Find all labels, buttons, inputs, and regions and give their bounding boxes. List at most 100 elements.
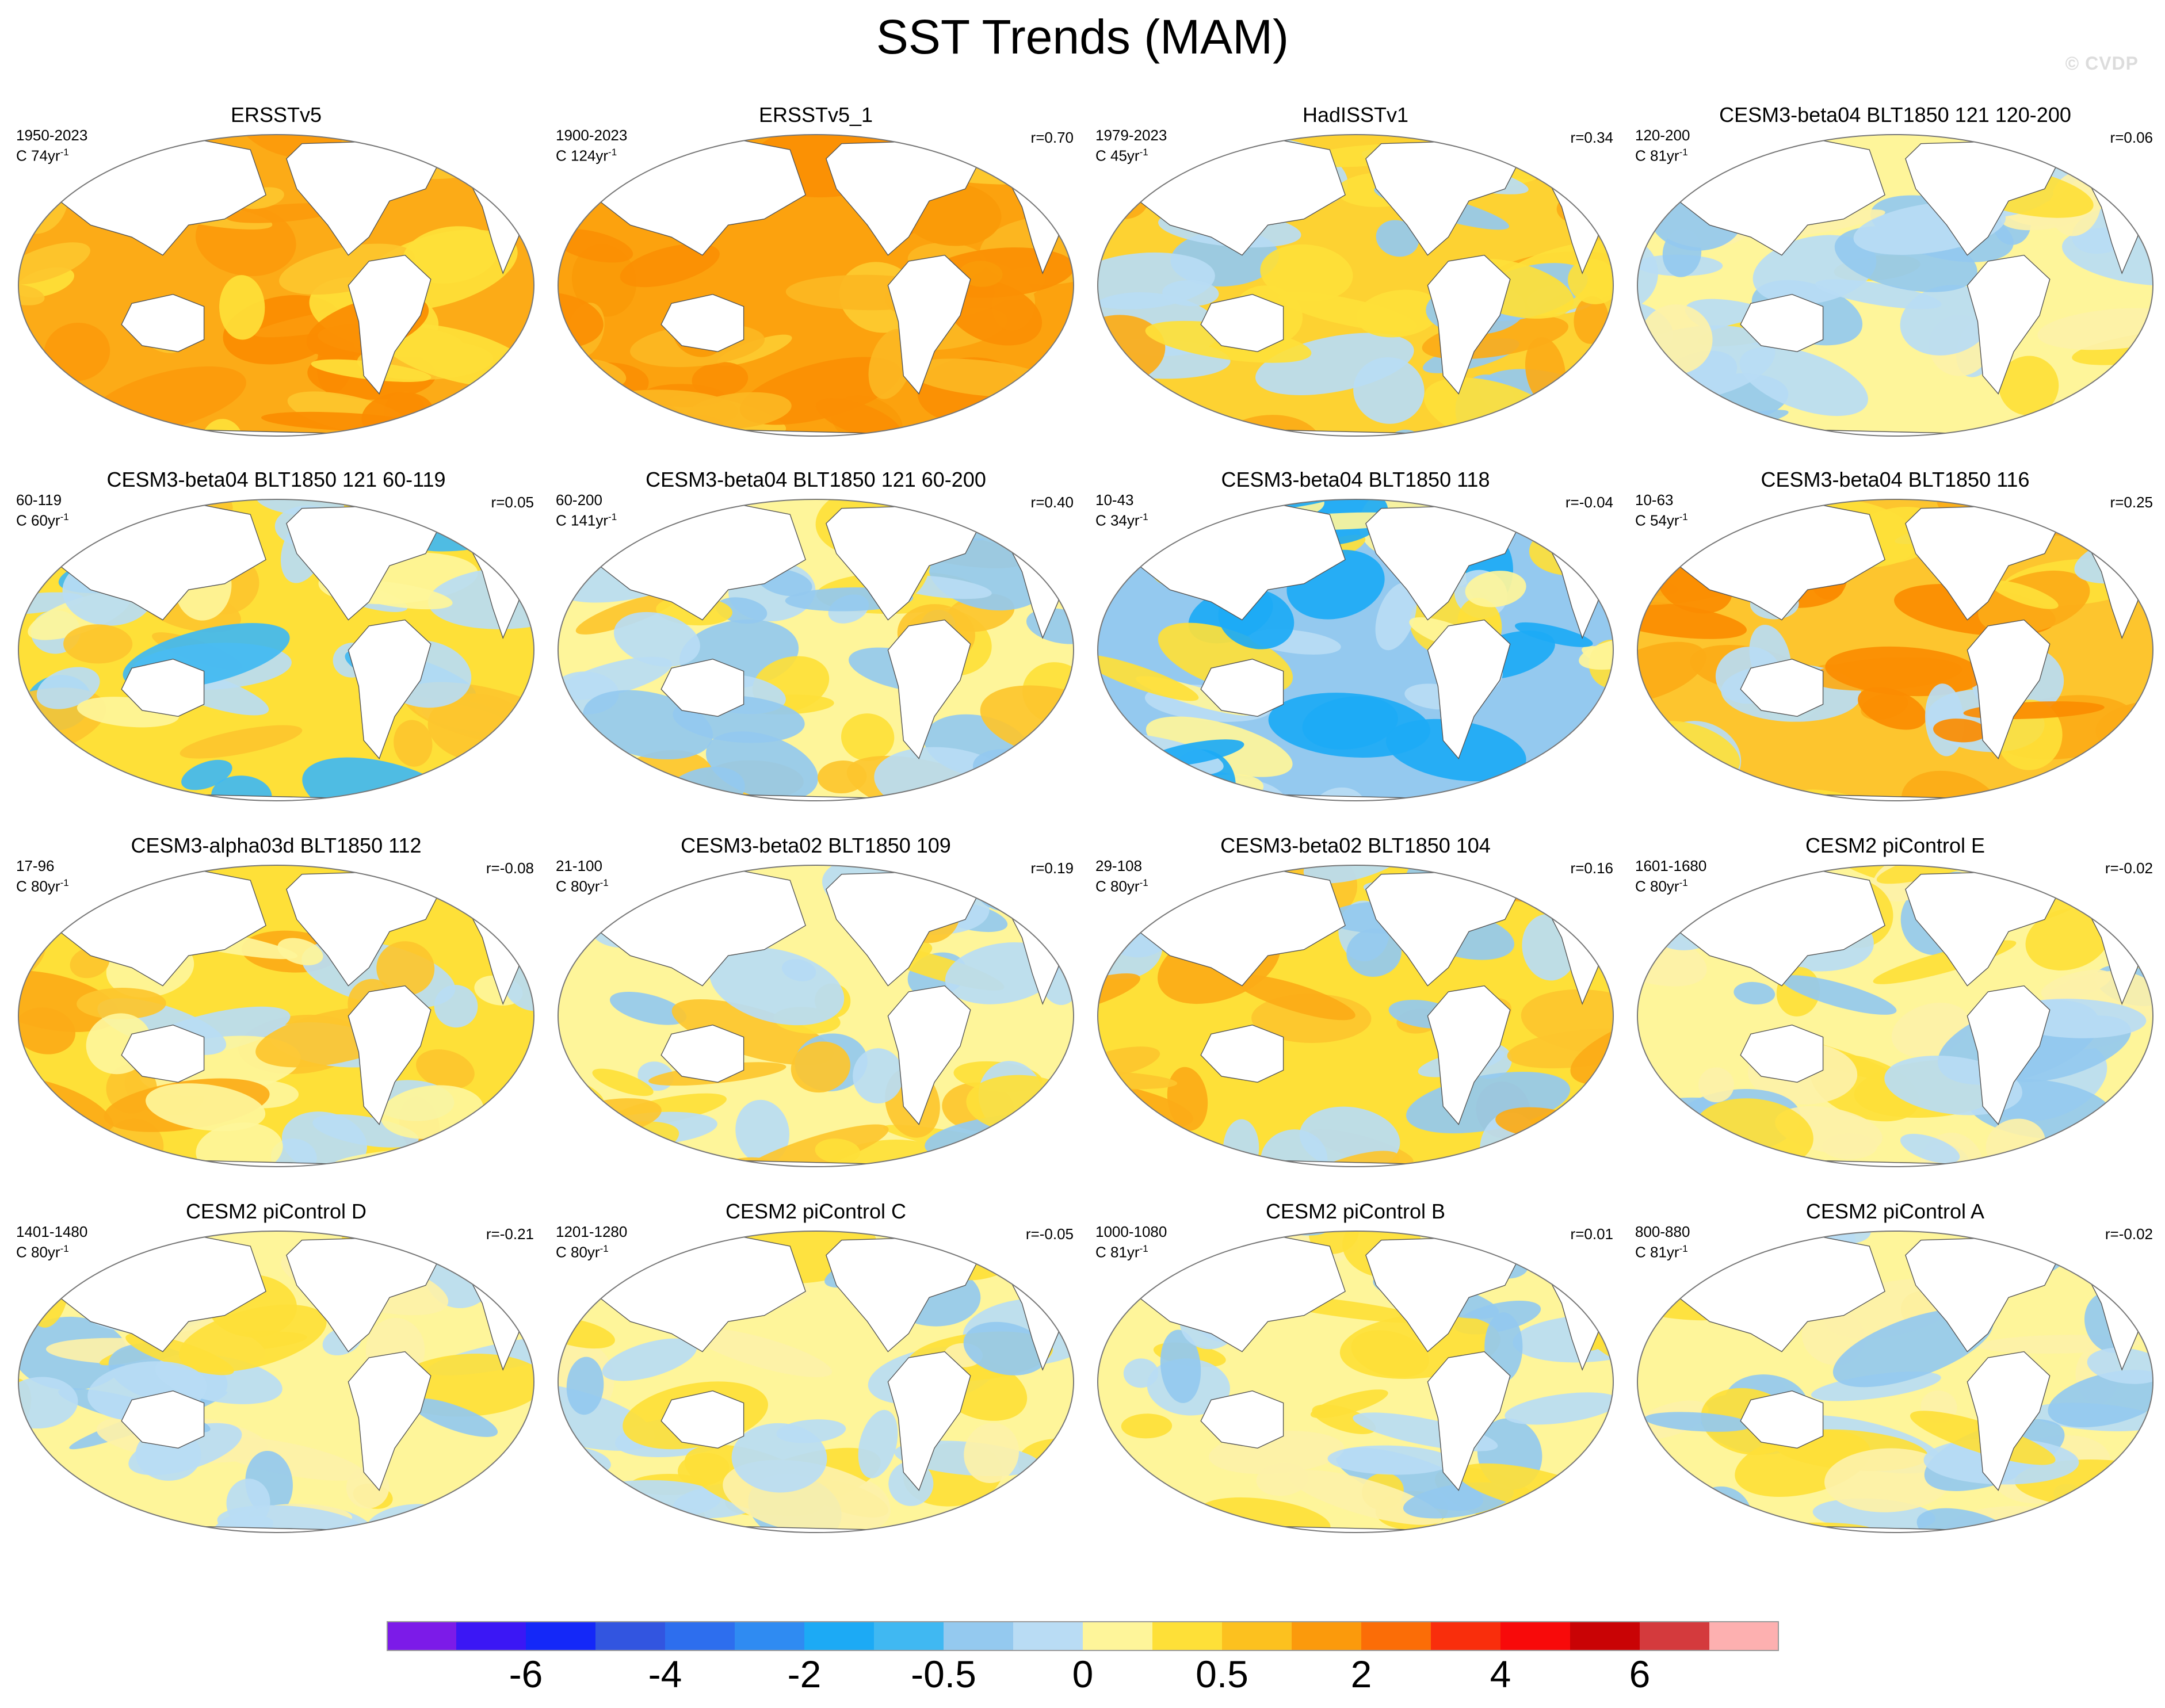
sst-anomaly-region [602, 1338, 697, 1381]
map-projection [1637, 499, 2153, 801]
trend-label: C 60yr [16, 511, 60, 529]
sst-anomaly-region [1091, 1172, 1196, 1177]
colorbar-tick-label: 4 [1490, 1653, 1511, 1695]
land-mass [1967, 1351, 2051, 1491]
land-mass [660, 1024, 744, 1083]
sst-anomaly-region [180, 725, 303, 759]
sst-anomaly-region [2087, 1347, 2153, 1384]
sst-anomaly-region [1991, 580, 2059, 609]
panel-title: CESM2 piControl C [725, 1199, 907, 1223]
sst-anomaly-region [1822, 1133, 1878, 1160]
panel-period: 1000-1080 [1095, 1223, 1167, 1240]
sst-anomaly-region [614, 612, 700, 667]
sst-anomaly-region [1824, 1448, 1952, 1512]
sst-anomaly-region [1542, 1488, 1613, 1533]
sst-anomaly-region [791, 1041, 851, 1093]
trend-unit-exponent: -1 [1139, 511, 1148, 522]
land-mass [348, 1351, 432, 1491]
sst-anomaly-region [2041, 969, 2111, 1000]
sst-anomaly-region [18, 1007, 75, 1054]
colorbar-swatch [595, 1621, 666, 1651]
sst-anomaly-region [1091, 855, 1197, 871]
sst-anomaly-region [1637, 504, 1692, 567]
colorbar [387, 1621, 1779, 1651]
sst-anomaly-region [558, 656, 672, 700]
colorbar-swatch [1361, 1621, 1431, 1651]
sst-anomaly-region [1289, 1470, 1442, 1525]
panel-title: CESM2 piControl B [1265, 1199, 1446, 1223]
sst-anomaly-region [1933, 719, 1987, 743]
panel-period: 29-108 [1095, 857, 1142, 874]
map-panel: CESM3-beta02 BLT1850 104 29-108 C 80yr-1 r=… [1085, 833, 1626, 1190]
land-mass [1740, 293, 1824, 353]
sst-anomaly-region [1303, 865, 1416, 884]
sst-anomaly-region [146, 1083, 266, 1132]
panel-period: 17-96 [16, 857, 55, 874]
sst-anomaly-region [609, 991, 687, 1025]
panel-correlation: r=0.25 [2110, 494, 2153, 511]
sst-anomaly-region [558, 1383, 655, 1451]
map-projection [1097, 499, 1614, 801]
map-projection [18, 1231, 534, 1533]
sst-anomaly-region [416, 1049, 475, 1090]
land-mass [1740, 1390, 1824, 1449]
trend-unit-exponent: -1 [1679, 147, 1688, 158]
land-mass [348, 619, 432, 759]
colorbar-tick-label: 0.5 [1196, 1653, 1248, 1695]
panel-period: 10-43 [1095, 491, 1134, 509]
sst-anomaly-region [2022, 1511, 2140, 1533]
colorbar-swatch [1500, 1621, 1571, 1651]
sst-anomaly-region [1637, 600, 1747, 639]
panel-period: 60-119 [16, 491, 62, 509]
map-projection [1097, 1231, 1614, 1533]
sst-anomaly-region [410, 1398, 498, 1437]
colorbar-swatch [1292, 1621, 1362, 1651]
panel-title: CESM3-beta04 BLT1850 116 [1761, 468, 2030, 491]
sst-anomaly-region [709, 947, 845, 1026]
land-mass [1427, 985, 1511, 1125]
sst-anomaly-region [1098, 655, 1199, 701]
panel-trend: C 45yr-1 [1095, 144, 1148, 165]
land-mass [1427, 619, 1511, 759]
sst-anomaly-region [558, 865, 593, 889]
panel-trend: C 81yr-1 [1095, 1240, 1148, 1261]
sst-anomaly-region [36, 667, 100, 709]
panel-period: 1900-2023 [556, 127, 628, 144]
sst-anomaly-region [558, 499, 679, 507]
land-mass [887, 619, 971, 759]
land-mass [1967, 619, 2051, 759]
panel-correlation: r=0.19 [1030, 859, 1074, 877]
sst-anomaly-region [733, 1124, 889, 1167]
sst-anomaly-region [1900, 1133, 1960, 1164]
sst-anomaly-region [18, 173, 42, 210]
trend-label: C 81yr [1635, 147, 1679, 165]
colorbar-tick-label: -6 [509, 1653, 543, 1695]
panel-period: 1201-1280 [556, 1223, 628, 1240]
colorbar-swatch [1709, 1621, 1779, 1651]
sst-anomaly-region [1725, 1166, 1897, 1177]
map-panel: CESM3-beta04 BLT1850 118 10-43 C 34yr-1 r=-… [1085, 467, 1626, 824]
panel-trend: C 80yr-1 [16, 874, 69, 895]
sst-anomaly-region [1098, 1046, 1160, 1079]
panel-period: 1950-2023 [16, 127, 88, 144]
sst-anomaly-region [686, 392, 792, 430]
trend-unit-exponent: -1 [1139, 147, 1148, 158]
trend-unit-exponent: -1 [1139, 1243, 1148, 1254]
panel-title: ERSSTv5 [230, 103, 322, 127]
panel-trend: C 60yr-1 [16, 509, 69, 529]
sst-anomaly-region [558, 425, 680, 436]
sst-anomaly-region [1232, 974, 1355, 1021]
panel-title: CESM3-beta04 BLT1850 118 [1221, 468, 1490, 491]
trend-unit-exponent: -1 [1679, 877, 1688, 888]
panel-correlation: r=-0.05 [1025, 1225, 1074, 1243]
sst-anomaly-region [1123, 1358, 1159, 1388]
map-border [558, 499, 1074, 801]
sst-anomaly-region [1664, 410, 1789, 436]
sst-anomaly-region [1160, 1329, 1201, 1403]
panel-trend: C 80yr-1 [556, 1240, 609, 1261]
sst-anomaly-region [606, 789, 713, 801]
sst-anomaly-region [18, 242, 90, 285]
map-border [1637, 865, 2153, 1167]
panel-correlation: r=-0.02 [2105, 859, 2153, 877]
sst-anomaly-region [2063, 135, 2153, 148]
